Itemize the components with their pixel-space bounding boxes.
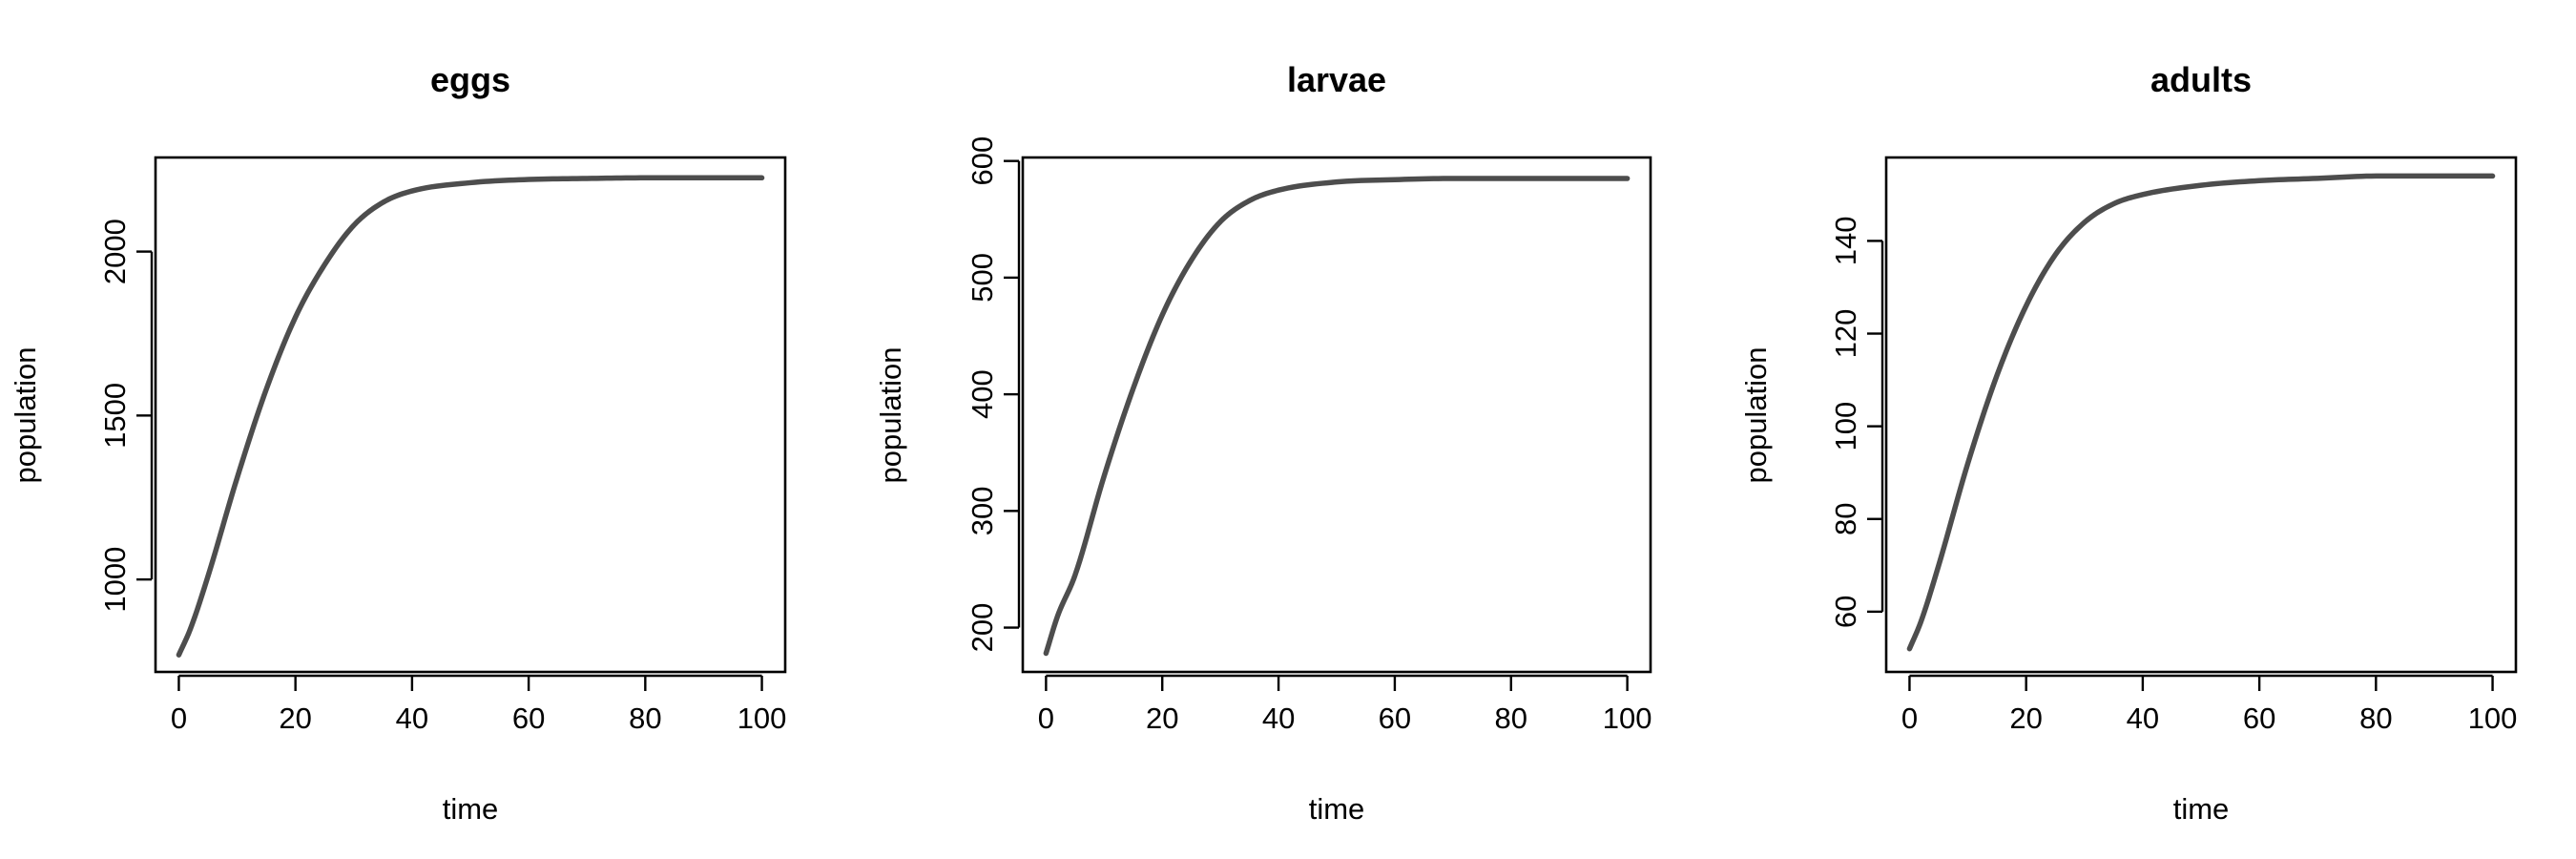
y-axis-label: population bbox=[9, 346, 42, 483]
x-axis: 0 20 40 60 80 100 bbox=[171, 674, 787, 735]
y-tick-label: 500 bbox=[966, 253, 999, 303]
x-axis-label: time bbox=[443, 792, 499, 826]
y-tick-label: 60 bbox=[1829, 596, 1862, 628]
y-tick-label: 1500 bbox=[98, 383, 132, 449]
plot-frame bbox=[154, 156, 787, 674]
x-tick-label: 80 bbox=[1495, 702, 1527, 735]
population-line bbox=[1906, 173, 2496, 652]
y-tick-label: 100 bbox=[1829, 402, 1862, 451]
x-tick-label: 40 bbox=[396, 702, 428, 735]
y-tick-label: 600 bbox=[966, 136, 999, 186]
x-axis-label: time bbox=[1309, 792, 1365, 826]
x-tick-label: 20 bbox=[1146, 702, 1178, 735]
x-tick-label: 20 bbox=[279, 702, 311, 735]
x-tick-label: 100 bbox=[1603, 702, 1652, 735]
x-tick-label: 80 bbox=[629, 702, 661, 735]
y-tick-label: 2000 bbox=[98, 219, 132, 284]
x-axis: 0 20 40 60 80 100 bbox=[1038, 674, 1652, 735]
x-tick-label: 60 bbox=[1379, 702, 1411, 735]
x-tick-label: 20 bbox=[2009, 702, 2042, 735]
panel-adults: adults 0 20 40 60 80 100 60 80 100 120 140 time p… bbox=[1739, 60, 2517, 826]
x-axis: 0 20 40 60 80 100 bbox=[1901, 674, 2518, 735]
x-tick-label: 40 bbox=[2127, 702, 2159, 735]
y-axis: 1000 1500 2000 bbox=[98, 219, 154, 613]
plot-frame bbox=[1021, 156, 1652, 674]
y-tick-label: 80 bbox=[1829, 503, 1862, 535]
x-tick-label: 0 bbox=[1038, 702, 1054, 735]
x-tick-label: 100 bbox=[737, 702, 787, 735]
population-line bbox=[1043, 176, 1631, 657]
y-axis-label: population bbox=[874, 346, 907, 483]
y-axis: 60 80 100 120 140 bbox=[1829, 217, 1884, 628]
y-axis: 200 300 400 500 600 bbox=[966, 136, 1021, 653]
x-tick-label: 80 bbox=[2359, 702, 2392, 735]
x-tick-label: 40 bbox=[1262, 702, 1295, 735]
y-tick-label: 200 bbox=[966, 603, 999, 653]
chart-title: adults bbox=[2150, 60, 2252, 99]
y-tick-label: 140 bbox=[1829, 217, 1862, 266]
population-line bbox=[176, 175, 765, 658]
y-tick-label: 400 bbox=[966, 369, 999, 419]
y-tick-label: 300 bbox=[966, 486, 999, 535]
x-tick-label: 100 bbox=[2468, 702, 2518, 735]
x-tick-label: 0 bbox=[1901, 702, 1918, 735]
panel-larvae: larvae 0 20 40 60 80 100 200 300 400 500 600 time… bbox=[874, 60, 1652, 826]
chart-title: eggs bbox=[430, 60, 510, 99]
x-axis-label: time bbox=[2173, 792, 2230, 826]
y-axis-label: population bbox=[1739, 346, 1773, 483]
chart-title: larvae bbox=[1287, 60, 1386, 99]
y-tick-label: 1000 bbox=[98, 547, 132, 613]
x-tick-label: 60 bbox=[2243, 702, 2275, 735]
x-tick-label: 0 bbox=[171, 702, 187, 735]
panel-eggs: eggs 0 20 40 60 80 100 1000 1500 2000 time popu… bbox=[9, 60, 786, 826]
plot-frame bbox=[1884, 156, 2518, 674]
x-tick-label: 60 bbox=[512, 702, 545, 735]
y-tick-label: 120 bbox=[1829, 309, 1862, 359]
